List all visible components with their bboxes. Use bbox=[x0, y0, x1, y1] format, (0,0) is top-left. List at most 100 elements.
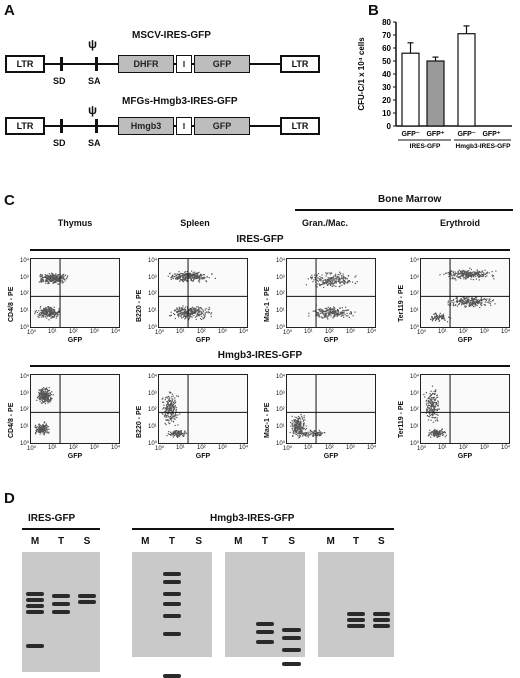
tissue-erythroid: Erythroid bbox=[439, 218, 480, 228]
flow-xtick: 10³ bbox=[218, 329, 227, 335]
flow-ytick: 10² bbox=[410, 407, 419, 413]
lane-label: S bbox=[377, 536, 385, 547]
blot-band bbox=[162, 632, 182, 636]
flow-ytick: 10¹ bbox=[276, 307, 285, 314]
blot-band bbox=[372, 618, 390, 622]
flow-xtick: 10⁰ bbox=[155, 446, 165, 452]
flow-xtick: 10⁴ bbox=[111, 329, 121, 335]
construct2-sd-mark bbox=[60, 119, 63, 133]
blot-band bbox=[26, 604, 44, 608]
blot-band bbox=[162, 674, 182, 678]
flow-xlabel: GFP bbox=[323, 453, 339, 460]
flow-ytick: 10¹ bbox=[410, 423, 419, 430]
blot-band bbox=[78, 600, 96, 604]
bar bbox=[426, 60, 445, 127]
flow-ytick: 10⁴ bbox=[148, 258, 158, 264]
construct2-sd: SD bbox=[53, 138, 66, 148]
blot-title-2: Hmgb3-IRES-GFP bbox=[210, 513, 295, 524]
flow-xtick: 10¹ bbox=[438, 445, 447, 451]
flow-ytick: 10⁴ bbox=[410, 374, 420, 380]
flow-ytick: 10¹ bbox=[276, 423, 285, 430]
flow-dots bbox=[31, 375, 119, 443]
blot-band bbox=[347, 612, 365, 616]
row1-title: IRES-GFP bbox=[236, 234, 284, 245]
blot-band bbox=[282, 628, 301, 632]
flow-xtick: 10² bbox=[325, 329, 334, 335]
flow-ytick: 10⁴ bbox=[410, 258, 420, 264]
lane-label: T bbox=[261, 536, 269, 547]
lane-label: M bbox=[326, 536, 335, 547]
flow-dots bbox=[31, 259, 119, 327]
blot-gel bbox=[318, 552, 394, 657]
flow-dots bbox=[287, 375, 375, 443]
tissue-spleen: Spleen bbox=[180, 218, 210, 228]
blot-band bbox=[26, 610, 44, 614]
blot-band bbox=[282, 662, 301, 666]
flow-ytick: 10⁰ bbox=[20, 441, 30, 447]
blot-band bbox=[255, 630, 275, 634]
flow-ytick: 10⁰ bbox=[410, 441, 420, 447]
y-tick-label: 10 bbox=[382, 109, 391, 118]
tissue-granmac: Gran./Mac. bbox=[301, 218, 348, 228]
blot-title-1: IRES-GFP bbox=[28, 513, 76, 524]
flow-xlabel: GFP bbox=[457, 453, 473, 460]
category-label: GFP⁻ bbox=[401, 131, 419, 138]
row2-title: Hmgb3-IRES-GFP bbox=[217, 350, 303, 361]
flow-ytick: 10¹ bbox=[148, 423, 157, 430]
flow-ytick: 10⁴ bbox=[20, 374, 30, 380]
flow-ylabel: B220 - PE bbox=[136, 289, 143, 322]
bar bbox=[457, 33, 476, 127]
construct1-ltr-right: LTR bbox=[280, 55, 320, 73]
flow-ytick: 10¹ bbox=[410, 307, 419, 314]
flow-dots bbox=[421, 259, 509, 327]
flow-ytick: 10⁰ bbox=[276, 325, 286, 331]
construct2-ltr-left: LTR bbox=[5, 117, 45, 135]
flow-xtick: 10¹ bbox=[438, 329, 447, 335]
y-tick-label: 0 bbox=[387, 122, 392, 131]
flow-ytick: 10² bbox=[20, 291, 29, 297]
blot-band bbox=[162, 602, 182, 606]
construct1-sa: SA bbox=[88, 76, 101, 86]
y-tick-label: 30 bbox=[382, 83, 391, 92]
lane-label: M bbox=[30, 536, 40, 547]
flow-xlabel: GFP bbox=[195, 453, 211, 460]
flow-ytick: 10³ bbox=[276, 390, 285, 397]
flow-ytick: 10³ bbox=[148, 390, 157, 397]
row2-line bbox=[30, 365, 510, 367]
flow-dots bbox=[287, 259, 375, 327]
flow-plot bbox=[158, 258, 248, 328]
y-axis-label: CFU-C/1 x 10⁴ cells bbox=[357, 37, 366, 111]
category-label: GFP⁻ bbox=[457, 131, 475, 138]
flow-ylabel: B220 - PE bbox=[136, 405, 143, 438]
flow-xtick: 10⁰ bbox=[417, 446, 427, 452]
flow-xtick: 10² bbox=[69, 329, 78, 335]
category-label: GFP⁺ bbox=[482, 131, 500, 138]
flow-xlabel: GFP bbox=[457, 337, 473, 344]
construct1-title: MSCV-IRES-GFP bbox=[132, 30, 211, 41]
flow-xtick: 10⁴ bbox=[239, 329, 249, 335]
blot-line-1 bbox=[22, 528, 100, 530]
lane-label: S bbox=[288, 536, 295, 547]
blot-band bbox=[162, 572, 182, 576]
flow-ytick: 10¹ bbox=[148, 307, 157, 314]
construct2-sa: SA bbox=[88, 138, 101, 148]
lane-label: M bbox=[141, 536, 150, 547]
flow-ytick: 10⁰ bbox=[410, 325, 420, 331]
construct1-psi: ψ bbox=[88, 37, 98, 51]
flow-plot bbox=[30, 374, 120, 444]
group-label: IRES-GFP bbox=[410, 143, 441, 150]
flow-ytick: 10² bbox=[276, 407, 285, 413]
flow-xtick: 10¹ bbox=[176, 445, 185, 451]
flow-ylabel: Ter119 - PE bbox=[398, 400, 405, 438]
flow-plot bbox=[286, 258, 376, 328]
flow-ytick: 10¹ bbox=[20, 423, 29, 430]
flow-xtick: 10³ bbox=[346, 445, 355, 451]
flow-ylabel: CD4/8 - PE bbox=[8, 286, 15, 322]
flow-xlabel: GFP bbox=[67, 337, 83, 344]
construct1-sd-mark bbox=[60, 57, 63, 71]
flow-dots bbox=[159, 375, 247, 443]
lane-label: T bbox=[168, 536, 176, 547]
flow-ytick: 10⁴ bbox=[148, 374, 158, 380]
flow-ytick: 10⁴ bbox=[20, 258, 30, 264]
flow-ytick: 10² bbox=[148, 291, 157, 297]
